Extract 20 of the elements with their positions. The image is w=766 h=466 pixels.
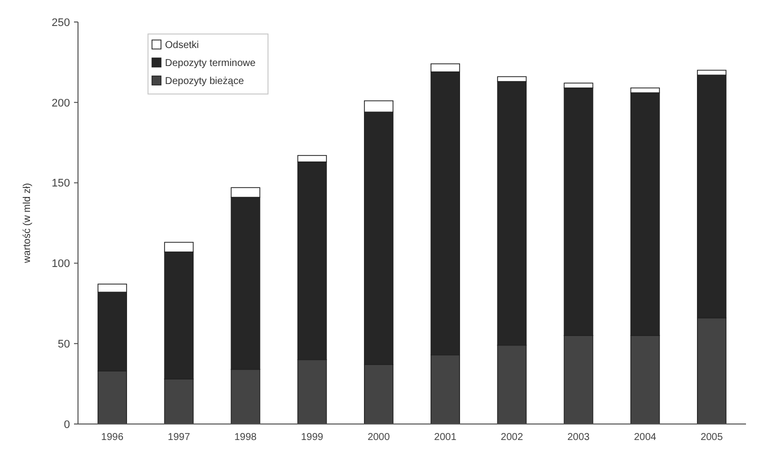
x-tick-label: 2005: [700, 432, 724, 443]
legend-label: Depozyty bieżące: [165, 76, 244, 87]
x-tick-label: 1997: [168, 432, 190, 443]
x-tick-label: 2003: [567, 432, 590, 443]
y-tick-label: 50: [58, 338, 70, 350]
y-tick-label: 0: [64, 418, 70, 431]
x-tick-label: 1999: [300, 432, 324, 443]
x-tick-label: 2004: [634, 432, 657, 443]
x-tick-label: 2002: [500, 432, 524, 443]
legend-label: Odsetki: [165, 40, 199, 51]
x-tick-label: 1996: [101, 432, 124, 443]
y-tick-label: 100: [52, 258, 70, 270]
y-tick-label: 200: [52, 97, 70, 110]
legend-label: Depozyty terminowe: [165, 58, 256, 69]
x-tick-label: 2001: [434, 432, 457, 443]
x-tick-label: 2000: [368, 432, 390, 443]
y-axis-title: wartość (w mld zł): [22, 182, 33, 264]
y-tick-label: 150: [52, 178, 70, 190]
x-tick-label: 1998: [234, 432, 258, 443]
y-tick-label: 250: [52, 16, 70, 29]
